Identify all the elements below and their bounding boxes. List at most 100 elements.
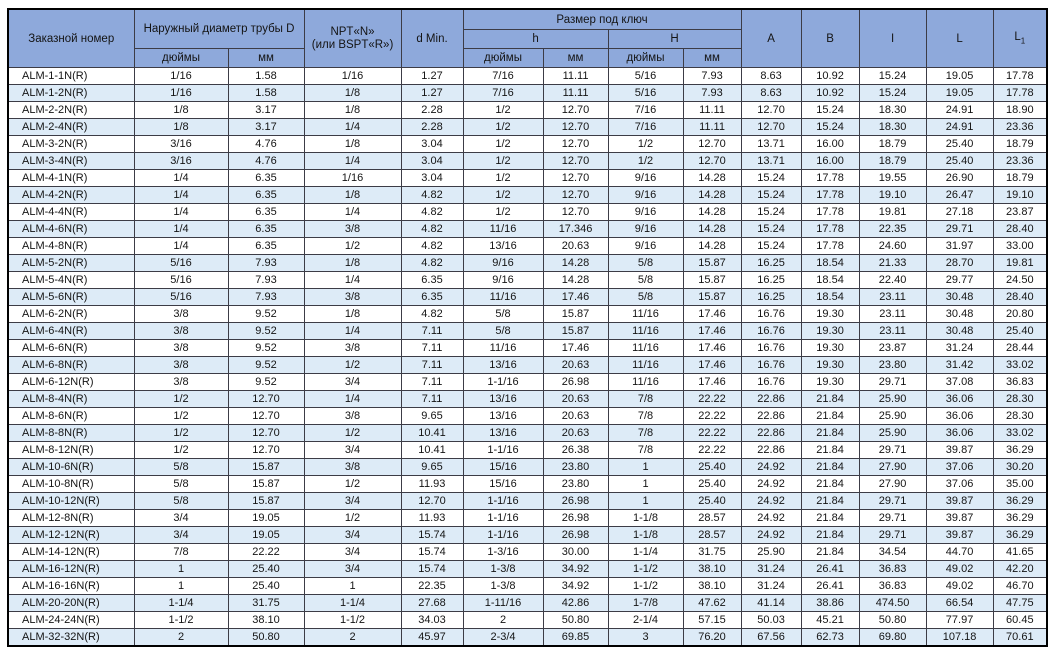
value-cell: 7/16: [607, 118, 684, 136]
value-cell: 7.93: [227, 271, 305, 289]
value-cell: 7/16: [462, 67, 544, 85]
value-cell: 17.78: [992, 67, 1048, 85]
value-cell: 3/8: [303, 458, 402, 476]
value-cell: 26.98: [542, 492, 609, 510]
value-cell: 37.06: [925, 475, 994, 493]
value-cell: 36.06: [925, 390, 994, 408]
value-cell: 19.30: [800, 322, 860, 340]
value-cell: 24.60: [858, 237, 927, 255]
value-cell: 9.52: [227, 356, 305, 374]
value-cell: 1/2: [462, 152, 544, 170]
value-cell: 11/16: [462, 339, 544, 357]
value-cell: 67.56: [740, 628, 802, 647]
value-cell: 1/16: [303, 67, 402, 85]
value-cell: 4.82: [400, 203, 464, 221]
order-number-cell: ALM-2-2N(R): [7, 101, 135, 119]
value-cell: 1: [133, 577, 229, 595]
value-cell: 29.77: [925, 271, 994, 289]
value-cell: 1-11/16: [462, 594, 544, 612]
value-cell: 17.78: [800, 237, 860, 255]
value-cell: 20.63: [542, 424, 609, 442]
value-cell: 1/16: [133, 84, 229, 102]
order-number-cell: ALM-8-12N(R): [7, 441, 135, 459]
col-header-l: L: [925, 8, 994, 68]
value-cell: 7.93: [682, 67, 742, 85]
value-cell: 16.76: [740, 339, 802, 357]
value-cell: 2: [303, 628, 402, 647]
value-cell: 36.06: [925, 424, 994, 442]
value-cell: 17.46: [682, 356, 742, 374]
value-cell: 15.87: [542, 322, 609, 340]
value-cell: 26.47: [925, 186, 994, 204]
value-cell: 25.90: [858, 407, 927, 425]
value-cell: 15.87: [227, 492, 305, 510]
value-cell: 69.80: [858, 628, 927, 647]
value-cell: 50.80: [227, 628, 305, 647]
value-cell: 28.44: [992, 339, 1048, 357]
value-cell: 1/8: [303, 84, 402, 102]
value-cell: 1/8: [303, 305, 402, 323]
value-cell: 1: [133, 560, 229, 578]
value-cell: 3/4: [303, 543, 402, 561]
col-header-h-mm: мм: [542, 48, 609, 68]
value-cell: 3.17: [227, 118, 305, 136]
value-cell: 15.87: [682, 288, 742, 306]
value-cell: 1/4: [303, 118, 402, 136]
table-row: ALM-24-24N(R) 1-1/2 38.10 1-1/2 34.03 2 50.80 2…: [7, 611, 1048, 629]
value-cell: 1/16: [133, 67, 229, 85]
value-cell: 3: [607, 628, 684, 647]
value-cell: 34.92: [542, 560, 609, 578]
value-cell: 39.87: [925, 526, 994, 544]
value-cell: 28.40: [992, 288, 1048, 306]
table-row: ALM-10-12N(R) 5/8 15.87 3/4 12.70 1-1/16 26.98…: [7, 492, 1048, 510]
value-cell: 7/16: [607, 101, 684, 119]
order-number-cell: ALM-16-12N(R): [7, 560, 135, 578]
value-cell: 18.79: [992, 135, 1048, 153]
value-cell: 42.20: [992, 560, 1048, 578]
table-row: ALM-5-6N(R) 5/16 7.93 3/8 6.35 11/16 17.46 5/8 1…: [7, 288, 1048, 306]
value-cell: 2: [462, 611, 544, 629]
table-row: ALM-3-4N(R) 3/16 4.76 1/4 3.04 1/2 12.70 1/2 12.…: [7, 152, 1048, 170]
value-cell: 6.35: [400, 271, 464, 289]
value-cell: 10.41: [400, 441, 464, 459]
value-cell: 20.80: [992, 305, 1048, 323]
table-row: ALM-16-12N(R) 1 25.40 3/4 15.74 1-3/8 34.92 1-1…: [7, 560, 1048, 578]
table-row: ALM-10-8N(R) 5/8 15.87 1/2 11.93 15/16 23.80 1 2…: [7, 475, 1048, 493]
value-cell: 11.11: [542, 67, 609, 85]
value-cell: 15.24: [740, 237, 802, 255]
table-row: ALM-4-2N(R) 1/4 6.35 1/8 4.82 1/2 12.70 9/16 14.…: [7, 186, 1048, 204]
value-cell: 9.65: [400, 407, 464, 425]
value-cell: 26.41: [800, 577, 860, 595]
value-cell: 24.50: [992, 271, 1048, 289]
value-cell: 3/8: [133, 322, 229, 340]
value-cell: 18.30: [858, 118, 927, 136]
order-number-cell: ALM-12-12N(R): [7, 526, 135, 544]
value-cell: 10.41: [400, 424, 464, 442]
value-cell: 1/2: [303, 475, 402, 493]
value-cell: 15.87: [682, 271, 742, 289]
value-cell: 18.30: [858, 101, 927, 119]
value-cell: 1-1/4: [607, 543, 684, 561]
value-cell: 16.25: [740, 271, 802, 289]
value-cell: 11/16: [462, 288, 544, 306]
value-cell: 1/4: [303, 271, 402, 289]
value-cell: 16.25: [740, 254, 802, 272]
table-body: ALM-1-1N(R) 1/16 1.58 1/16 1.27 7/16 11.11 5/16…: [7, 67, 1048, 647]
value-cell: 17.46: [542, 339, 609, 357]
value-cell: 1: [607, 492, 684, 510]
value-cell: 1-1/2: [607, 577, 684, 595]
value-cell: 45.97: [400, 628, 464, 647]
value-cell: 2-3/4: [462, 628, 544, 647]
table-row: ALM-4-1N(R) 1/4 6.35 1/16 3.04 1/2 12.70 9/16 14…: [7, 169, 1048, 187]
value-cell: 2-1/4: [607, 611, 684, 629]
order-number-cell: ALM-6-6N(R): [7, 339, 135, 357]
value-cell: 1-1/8: [607, 526, 684, 544]
value-cell: 3.04: [400, 135, 464, 153]
value-cell: 1/8: [303, 254, 402, 272]
value-cell: 34.92: [542, 577, 609, 595]
value-cell: 29.71: [858, 492, 927, 510]
table-row: ALM-8-4N(R) 1/2 12.70 1/4 7.11 13/16 20.63 7/8 2…: [7, 390, 1048, 408]
order-number-cell: ALM-4-4N(R): [7, 203, 135, 221]
value-cell: 1: [303, 577, 402, 595]
value-cell: 16.76: [740, 322, 802, 340]
